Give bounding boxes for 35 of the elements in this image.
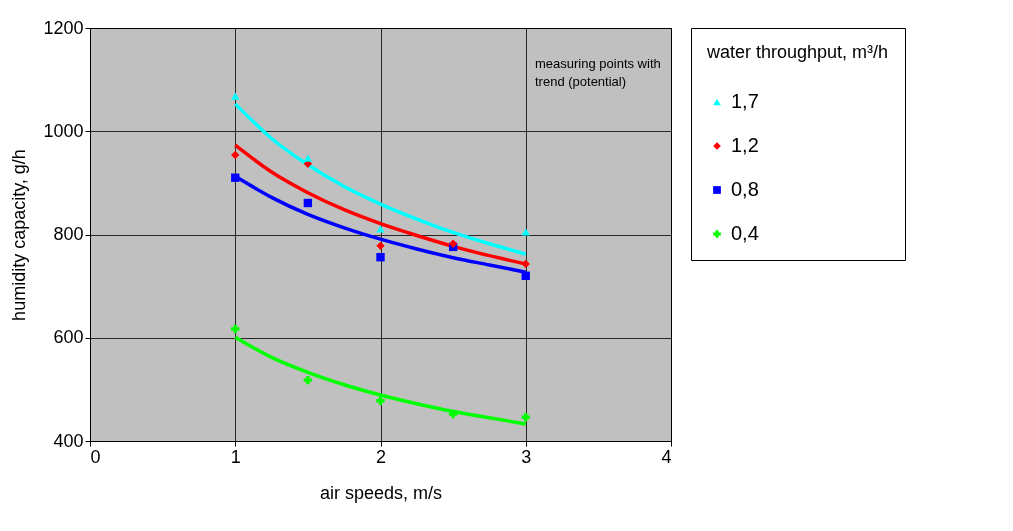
point bbox=[521, 259, 530, 269]
point bbox=[521, 271, 530, 280]
y-tick-label: 800 bbox=[53, 224, 84, 244]
x-tick-label: 0 bbox=[90, 446, 101, 467]
point bbox=[376, 396, 385, 405]
legend-title: water throughput, m³/h bbox=[706, 42, 889, 62]
point bbox=[231, 150, 240, 160]
point bbox=[376, 253, 385, 262]
point bbox=[448, 239, 458, 248]
point bbox=[231, 92, 240, 100]
line-series bbox=[233, 102, 528, 256]
x-tick-label: 1 bbox=[230, 446, 241, 467]
point bbox=[521, 228, 530, 236]
y-tick-label: 400 bbox=[53, 430, 84, 451]
y-tick-label: 600 bbox=[53, 327, 84, 348]
legend-label: 0,4 bbox=[731, 222, 759, 244]
x-tick-label: 3 bbox=[521, 446, 532, 467]
point bbox=[231, 173, 240, 182]
legend-label: 1,7 bbox=[731, 90, 759, 112]
point bbox=[303, 198, 313, 208]
point bbox=[303, 154, 313, 162]
point bbox=[303, 375, 313, 385]
point bbox=[376, 225, 385, 233]
point bbox=[376, 241, 385, 251]
legend-label: 0,8 bbox=[731, 178, 759, 200]
line-series bbox=[233, 335, 528, 426]
y-axis-title: humidity capacity, g/h bbox=[9, 149, 30, 321]
x-tick-label: 4 bbox=[661, 446, 672, 467]
point bbox=[231, 324, 240, 334]
y-tick-label: 1000 bbox=[43, 120, 84, 141]
x-axis-title: air speeds, m/s bbox=[319, 482, 443, 503]
x-tick-label: 2 bbox=[375, 446, 387, 467]
y-tick-label: 1200 bbox=[43, 17, 84, 38]
legend-label: 1,2 bbox=[731, 134, 759, 156]
annotation: measuring points with trend (potential) bbox=[535, 56, 661, 89]
